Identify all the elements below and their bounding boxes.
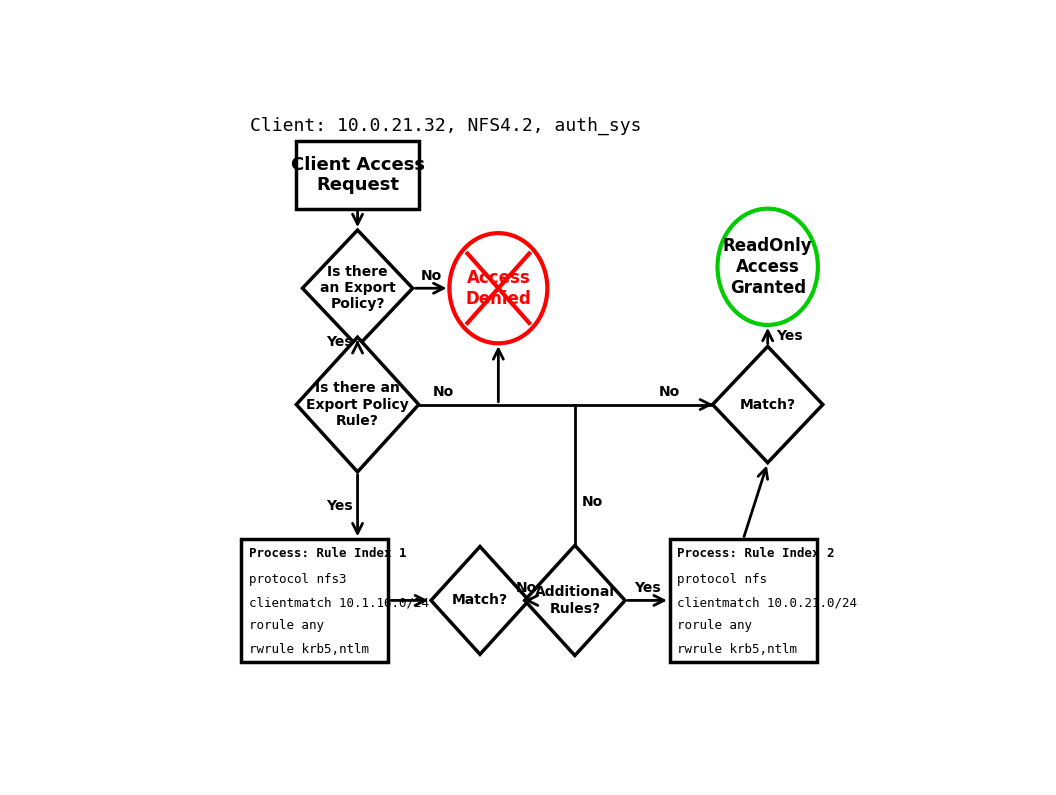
FancyBboxPatch shape [297,142,419,208]
Text: Client Access
Request: Client Access Request [290,156,425,195]
Polygon shape [297,337,419,472]
Text: Process: Rule Index 1: Process: Rule Index 1 [248,546,407,560]
Text: Yes: Yes [326,498,353,513]
Polygon shape [525,545,625,656]
Text: protocol nfs3: protocol nfs3 [248,573,346,586]
Polygon shape [302,230,413,347]
Text: rwrule krb5,ntlm: rwrule krb5,ntlm [677,642,797,656]
Text: rwrule krb5,ntlm: rwrule krb5,ntlm [248,642,369,656]
Text: Match?: Match? [739,398,796,412]
Text: Additional
Rules?: Additional Rules? [535,585,615,615]
Polygon shape [431,546,529,654]
Text: clientmatch 10.0.21.0/24: clientmatch 10.0.21.0/24 [677,596,857,609]
FancyBboxPatch shape [241,539,389,661]
FancyBboxPatch shape [670,539,816,661]
Text: Yes: Yes [776,328,803,343]
Text: No: No [582,495,603,510]
Text: clientmatch 10.1.16.0/24: clientmatch 10.1.16.0/24 [248,596,429,609]
Polygon shape [713,347,823,463]
Text: No: No [659,386,680,399]
Text: No: No [516,581,538,595]
Text: rorule any: rorule any [677,619,752,632]
Text: ReadOnly
Access
Granted: ReadOnly Access Granted [723,237,812,297]
Text: Access
Denied: Access Denied [466,269,531,308]
Text: No: No [420,269,441,283]
Ellipse shape [717,208,818,325]
Text: rorule any: rorule any [248,619,323,632]
Text: Yes: Yes [326,335,353,349]
Text: Client: 10.0.21.32, NFS4.2, auth_sys: Client: 10.0.21.32, NFS4.2, auth_sys [250,117,642,135]
Ellipse shape [450,233,547,343]
Text: Process: Rule Index 2: Process: Rule Index 2 [677,546,834,560]
Text: Match?: Match? [452,593,508,607]
Text: Is there
an Export
Policy?: Is there an Export Policy? [320,265,395,312]
Text: No: No [433,386,454,399]
Text: Yes: Yes [634,581,661,595]
Text: protocol nfs: protocol nfs [677,573,767,586]
Text: Is there an
Export Policy
Rule?: Is there an Export Policy Rule? [306,382,409,428]
